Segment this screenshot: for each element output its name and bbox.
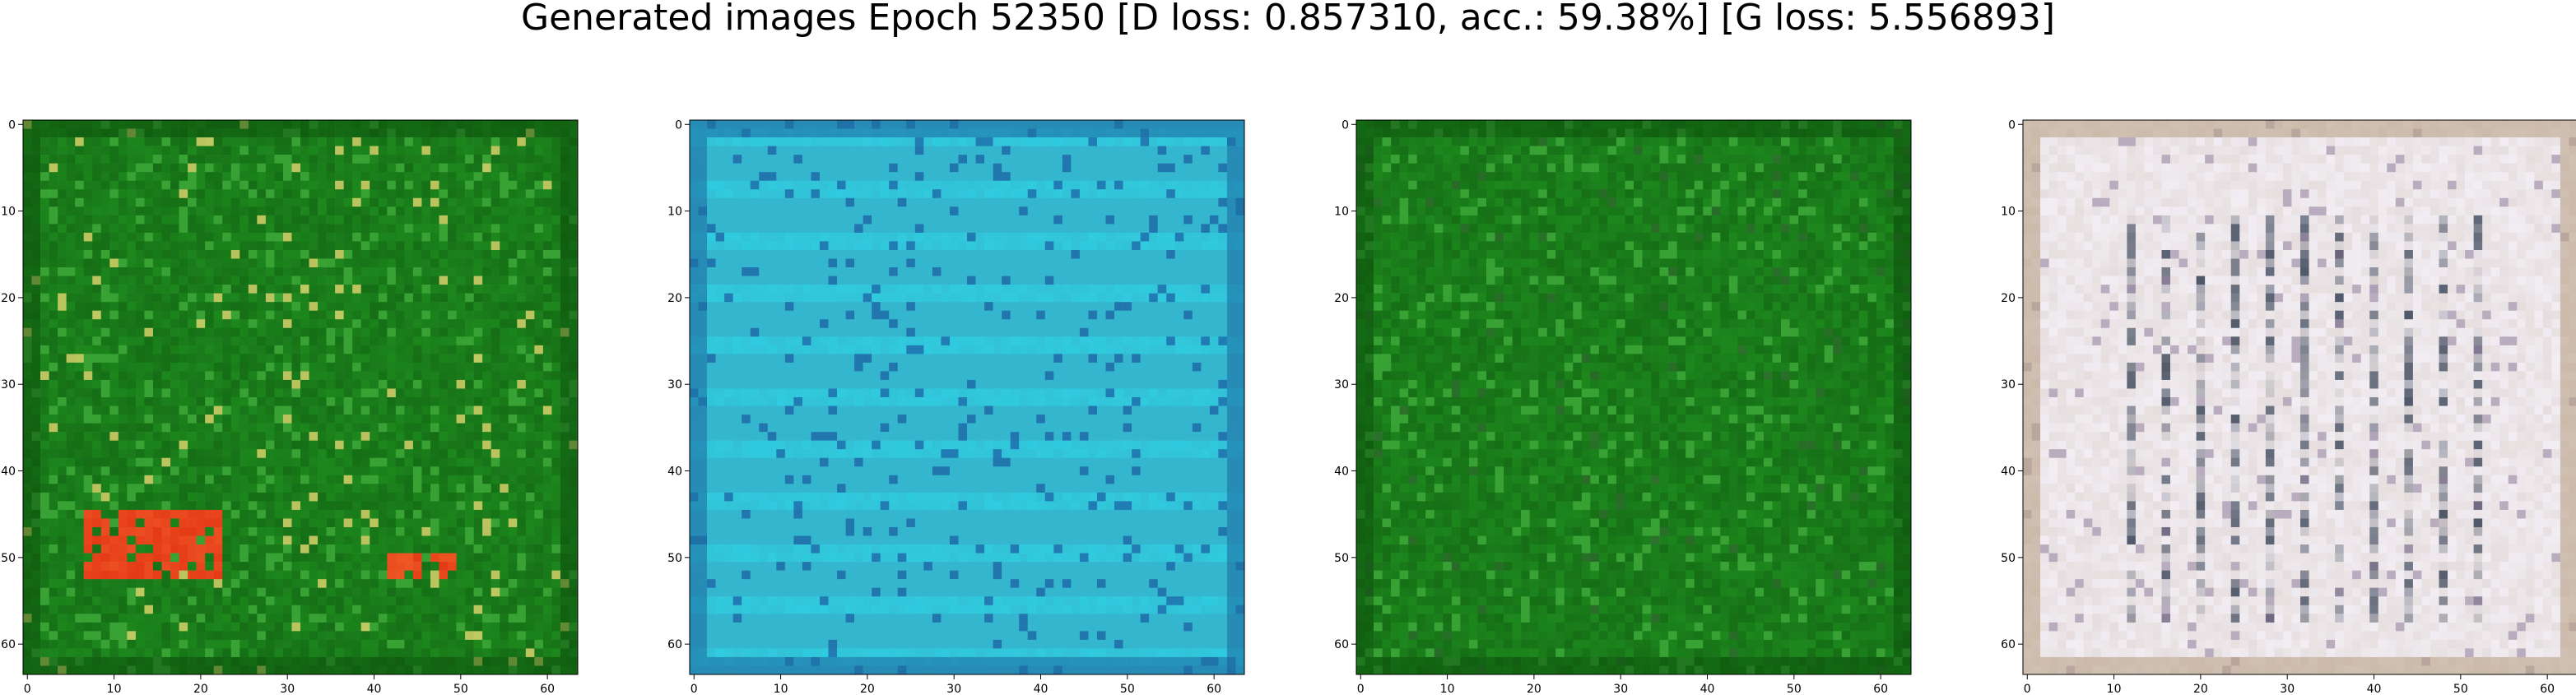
x-tick-label: 60 — [1207, 683, 1221, 695]
x-tick-label: 20 — [2193, 683, 2208, 695]
x-tick-label: 30 — [946, 683, 961, 695]
x-tick-label: 10 — [107, 683, 122, 695]
x-tick-label: 10 — [774, 683, 788, 695]
x-tick-label: 50 — [453, 683, 468, 695]
axes-frame-3 — [1355, 119, 1912, 675]
y-tick-label: 60 — [667, 638, 682, 651]
y-tick-label: 20 — [1, 292, 16, 305]
x-tick-label: 50 — [1787, 683, 1802, 695]
figure-title: Generated images Epoch 52350 [D loss: 0.… — [520, 0, 2056, 39]
x-tick-label: 60 — [1873, 683, 1888, 695]
y-tick-label: 40 — [2001, 466, 2016, 479]
x-tick-label: 30 — [1613, 683, 1628, 695]
x-tick-label: 30 — [280, 683, 295, 695]
y-tick-label: 60 — [1334, 638, 1349, 651]
x-tick-label: 20 — [860, 683, 875, 695]
x-tick-label: 0 — [24, 683, 31, 695]
y-tick-label: 30 — [2001, 378, 2016, 392]
y-tick-label: 50 — [1, 552, 16, 565]
y-tick-label: 40 — [1334, 466, 1349, 479]
y-tick-label: 0 — [2008, 118, 2016, 132]
y-tick-label: 10 — [1334, 206, 1349, 219]
y-tick-label: 0 — [675, 118, 682, 132]
generated-image-1 — [23, 120, 579, 675]
x-tick-label: 40 — [367, 683, 382, 695]
x-tick-label: 20 — [193, 683, 208, 695]
x-tick-label: 0 — [690, 683, 698, 695]
y-tick-label: 50 — [1334, 552, 1349, 565]
y-tick-label: 60 — [2001, 638, 2016, 651]
y-tick-label: 20 — [1334, 292, 1349, 305]
generated-image-2 — [690, 120, 1245, 675]
x-tick-label: 60 — [2540, 683, 2555, 695]
x-tick-label: 50 — [1120, 683, 1135, 695]
y-tick-label: 40 — [1, 466, 16, 479]
y-tick-label: 0 — [1341, 118, 1349, 132]
x-tick-label: 0 — [1357, 683, 1365, 695]
y-tick-label: 10 — [1, 206, 16, 219]
y-tick-label: 10 — [667, 206, 682, 219]
x-tick-label: 40 — [1034, 683, 1049, 695]
y-tick-label: 30 — [1334, 378, 1349, 392]
y-tick-label: 20 — [667, 292, 682, 305]
y-tick-label: 60 — [1, 638, 16, 651]
x-tick-label: 60 — [540, 683, 555, 695]
y-tick-label: 50 — [2001, 552, 2016, 565]
y-tick-label: 10 — [2001, 206, 2016, 219]
x-tick-label: 30 — [2280, 683, 2295, 695]
x-tick-label: 10 — [2107, 683, 2122, 695]
y-tick-label: 30 — [667, 378, 682, 392]
x-tick-label: 40 — [2367, 683, 2382, 695]
x-tick-label: 50 — [2453, 683, 2468, 695]
axes-frame-1 — [22, 119, 579, 675]
y-tick-label: 50 — [667, 552, 682, 565]
axes-frame-4 — [2022, 119, 2576, 675]
x-tick-label: 20 — [1527, 683, 1541, 695]
y-tick-label: 30 — [1, 378, 16, 392]
axes-frame-2 — [689, 119, 1245, 675]
x-tick-label: 0 — [2024, 683, 2031, 695]
y-tick-label: 0 — [8, 118, 16, 132]
y-tick-label: 40 — [667, 466, 682, 479]
generated-image-4 — [2023, 120, 2576, 675]
y-tick-label: 20 — [2001, 292, 2016, 305]
x-tick-label: 40 — [1700, 683, 1715, 695]
x-tick-label: 10 — [1440, 683, 1455, 695]
generated-image-3 — [1356, 120, 1912, 675]
